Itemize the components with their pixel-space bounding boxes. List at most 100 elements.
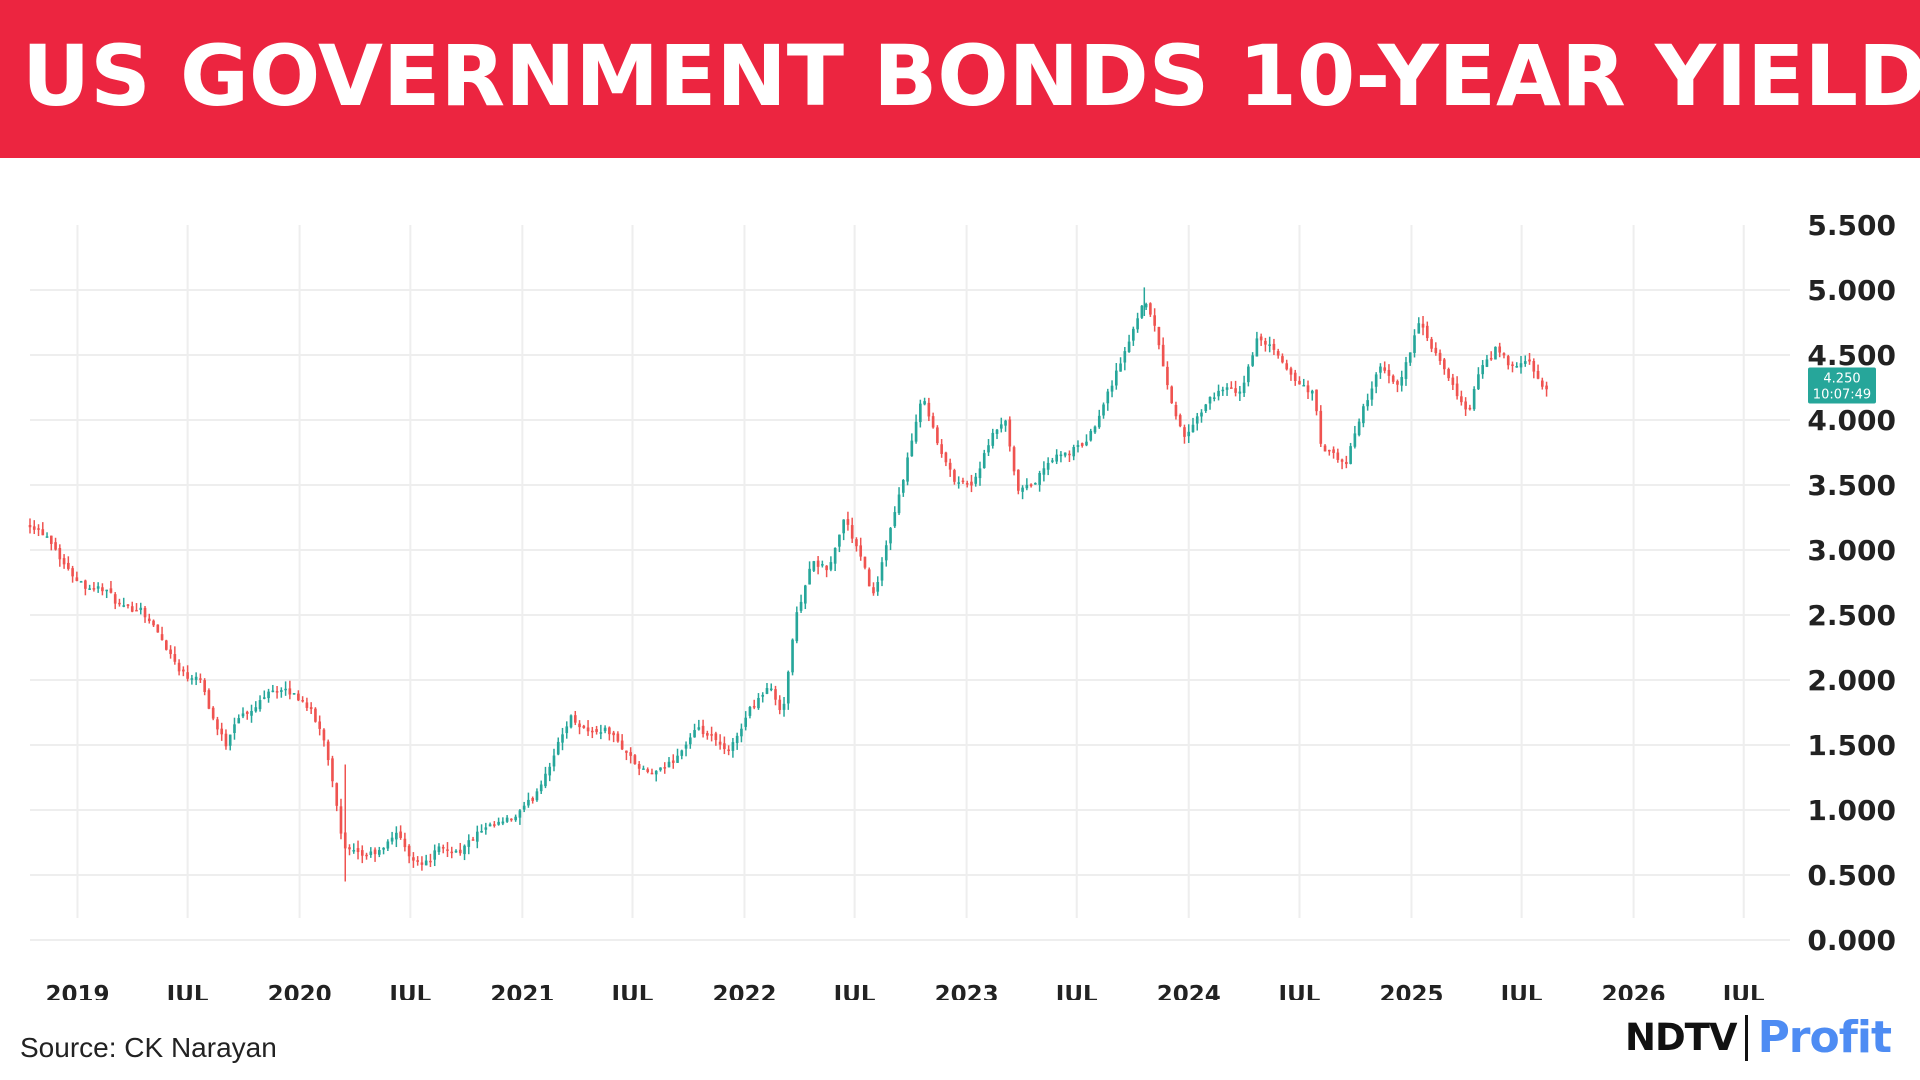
candle xyxy=(1455,376,1459,400)
candle-body xyxy=(194,676,198,680)
candle xyxy=(680,749,684,760)
candle-body xyxy=(1093,426,1097,433)
candle-body xyxy=(309,707,313,710)
candle-body xyxy=(531,797,535,801)
candle xyxy=(467,834,471,855)
candle xyxy=(49,535,53,551)
candle-body xyxy=(271,690,275,693)
candle-body xyxy=(1097,415,1101,428)
candle-body xyxy=(493,824,496,826)
candle xyxy=(514,814,517,822)
candle-body xyxy=(1230,387,1233,389)
x-tick-label: JUL xyxy=(610,982,654,1000)
candle-body xyxy=(331,758,334,782)
candle-body xyxy=(173,654,177,662)
candle xyxy=(1012,445,1016,476)
candle-body xyxy=(254,707,258,712)
candle xyxy=(416,856,419,866)
candle-body xyxy=(889,528,892,544)
candle-body xyxy=(548,766,552,776)
candle-body xyxy=(876,582,880,592)
candle xyxy=(1068,450,1071,462)
candle-body xyxy=(1195,416,1199,424)
candle-body xyxy=(1515,366,1519,368)
candle xyxy=(970,474,973,493)
candle-body xyxy=(275,691,279,693)
x-tick-label: JUL xyxy=(1054,982,1098,1000)
candle xyxy=(569,714,573,729)
candle-body xyxy=(382,847,385,850)
candle xyxy=(1506,354,1510,370)
candle-body xyxy=(1208,396,1212,404)
candle xyxy=(1485,354,1489,368)
candle-body xyxy=(735,735,739,744)
candle xyxy=(1166,361,1169,390)
candle-body xyxy=(228,734,232,746)
candle-body xyxy=(416,860,419,862)
candle-body xyxy=(1212,397,1216,399)
candle xyxy=(544,766,547,789)
candle xyxy=(1055,449,1058,465)
candle-body xyxy=(1464,401,1467,410)
candle-body xyxy=(1161,344,1165,367)
candle-body xyxy=(1413,335,1416,353)
candle xyxy=(475,825,479,849)
candle xyxy=(1004,419,1007,432)
candle-body xyxy=(1110,385,1114,392)
candle-body xyxy=(1306,385,1310,393)
candle xyxy=(297,690,300,702)
candle-body xyxy=(799,601,803,611)
candle-body xyxy=(970,481,973,486)
candle-body xyxy=(92,588,96,590)
candle xyxy=(1230,381,1233,389)
candle-body xyxy=(1170,386,1174,404)
candle xyxy=(1187,424,1191,444)
candle-body xyxy=(961,480,965,483)
y-tick-label: 0.500 xyxy=(1807,859,1896,892)
candle-body xyxy=(748,706,752,716)
candle xyxy=(1396,379,1399,393)
candle-body xyxy=(1545,385,1548,390)
x-tick-label: 2023 xyxy=(935,982,999,1000)
candle xyxy=(424,854,428,866)
candle-body xyxy=(1374,374,1378,387)
candle-body xyxy=(778,699,782,711)
candle xyxy=(446,842,449,858)
candle xyxy=(1298,376,1301,385)
candle-body xyxy=(1498,346,1502,353)
candle-body xyxy=(262,697,266,699)
logo-profit-text: Profit xyxy=(1757,1012,1892,1063)
candle xyxy=(1336,448,1340,463)
candle xyxy=(262,690,266,700)
candle xyxy=(914,414,918,444)
candle-body xyxy=(348,847,351,850)
candle xyxy=(791,638,794,676)
candle-body xyxy=(782,703,786,710)
candle-body xyxy=(953,470,956,482)
candle-body xyxy=(62,558,66,565)
candle-body xyxy=(612,732,615,736)
candle xyxy=(1174,401,1178,420)
y-axis: 0.000 0.500 1.000 1.500 2.000 2.500 3.000 3.500… xyxy=(1807,209,1896,957)
candle xyxy=(390,831,394,845)
candle xyxy=(1447,367,1450,381)
candle-body xyxy=(267,691,270,699)
candle xyxy=(1323,444,1327,452)
candle xyxy=(1519,355,1523,374)
candle xyxy=(1242,375,1246,397)
y-tick-label: 3.000 xyxy=(1807,534,1896,567)
candle xyxy=(1443,357,1446,375)
candle xyxy=(1144,302,1148,311)
candle-body xyxy=(156,624,160,633)
candle xyxy=(382,847,385,855)
candle xyxy=(786,670,790,710)
candle-body xyxy=(1323,445,1327,452)
candle-body xyxy=(216,719,219,730)
candle xyxy=(936,425,939,446)
candle-body xyxy=(1174,405,1178,417)
y-tick-label: 2.500 xyxy=(1807,599,1896,632)
candle xyxy=(974,472,978,487)
candle-body xyxy=(1080,443,1084,446)
candle xyxy=(1034,482,1037,485)
candle-body xyxy=(659,767,662,771)
